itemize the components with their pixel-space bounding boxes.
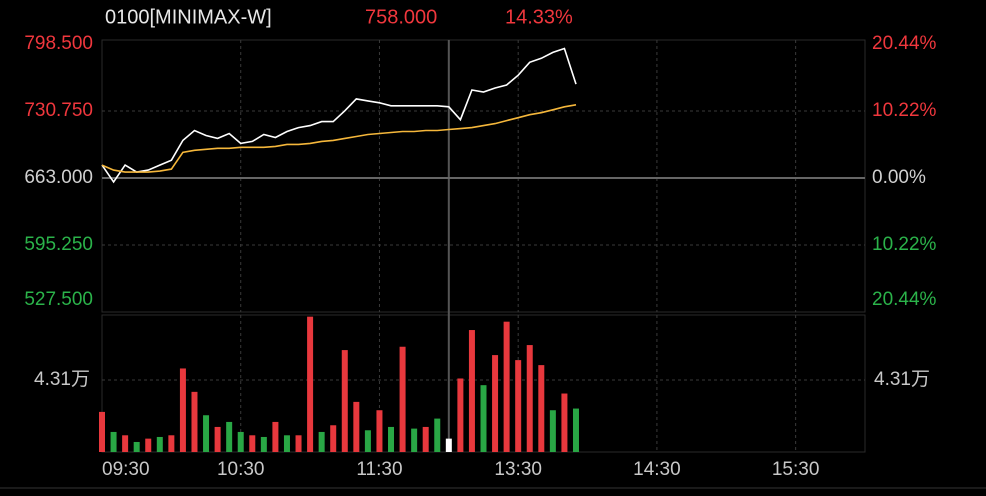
volume-bar xyxy=(110,431,117,452)
volume-bar xyxy=(538,365,545,452)
volume-bar xyxy=(388,426,395,452)
x-tick-label: 10:30 xyxy=(217,459,265,480)
x-tick-label: 15:30 xyxy=(772,459,820,480)
volume-bar xyxy=(330,425,337,452)
y2-tick-label: 20.44% xyxy=(872,33,937,54)
volume-bar xyxy=(411,428,418,452)
volume-bar xyxy=(422,426,429,452)
volume-bar xyxy=(572,408,579,452)
change-percent: 14.33% xyxy=(505,6,573,28)
y2-tick-label: 10.22% xyxy=(872,234,937,255)
price-line xyxy=(101,104,577,173)
volume-bar xyxy=(399,346,406,452)
volume-bar xyxy=(307,316,314,452)
volume-bar xyxy=(272,421,279,452)
volume-bar xyxy=(203,415,210,452)
volume-bar xyxy=(179,368,186,452)
price-line xyxy=(101,47,577,184)
y-tick-label: 4.31万 xyxy=(34,369,90,390)
volume-bar xyxy=(214,426,221,452)
volume-bar xyxy=(122,435,129,452)
volume-bar xyxy=(468,330,475,452)
volume-bar xyxy=(515,360,522,452)
x-tick-label: 11:30 xyxy=(356,459,402,480)
volume-bar xyxy=(283,435,290,452)
stock-title: 0100[MINIMAX-W] xyxy=(105,6,272,28)
x-tick-label: 13:30 xyxy=(494,459,542,480)
y-tick-label: 798.500 xyxy=(24,33,93,54)
volume-bar xyxy=(434,418,441,452)
volume-bar xyxy=(249,435,256,452)
y-tick-label: 595.250 xyxy=(24,234,93,255)
volume-bar xyxy=(457,378,464,452)
volume-bar xyxy=(526,345,533,452)
volume-bar xyxy=(376,410,383,452)
volume-bar xyxy=(295,435,302,452)
volume-bar xyxy=(561,393,568,452)
volume-bar xyxy=(260,436,267,452)
price-panel xyxy=(101,39,866,313)
volume-bar xyxy=(145,438,152,452)
volume-bar xyxy=(445,438,452,452)
volume-bar xyxy=(156,436,163,452)
volume-bar xyxy=(503,321,510,452)
y2-tick-label: 20.44% xyxy=(872,289,937,310)
volume-bar xyxy=(318,431,325,452)
volume-bar xyxy=(168,435,175,452)
volume-bar xyxy=(480,385,487,452)
last-price: 758.000 xyxy=(365,6,437,28)
volume-bar xyxy=(492,355,499,452)
volume-bar xyxy=(341,350,348,452)
volume-bar xyxy=(237,431,244,452)
x-tick-label: 09:30 xyxy=(102,459,150,480)
y-tick-label: 4.31万 xyxy=(874,369,930,390)
volume-bar xyxy=(364,430,371,452)
volume-bar xyxy=(226,421,233,452)
y2-tick-label: 10.22% xyxy=(872,100,937,121)
volume-bar xyxy=(191,391,198,452)
volume-bar xyxy=(99,411,105,452)
volume-bar xyxy=(549,410,556,452)
y-tick-label: 527.500 xyxy=(24,289,93,310)
y-tick-label: 730.750 xyxy=(24,100,93,121)
y-tick-label: 663.000 xyxy=(24,167,93,188)
y2-tick-label: 0.00% xyxy=(872,167,926,188)
x-tick-label: 14:30 xyxy=(633,459,681,480)
volume-bar xyxy=(353,401,360,452)
volume-bar xyxy=(133,441,140,452)
